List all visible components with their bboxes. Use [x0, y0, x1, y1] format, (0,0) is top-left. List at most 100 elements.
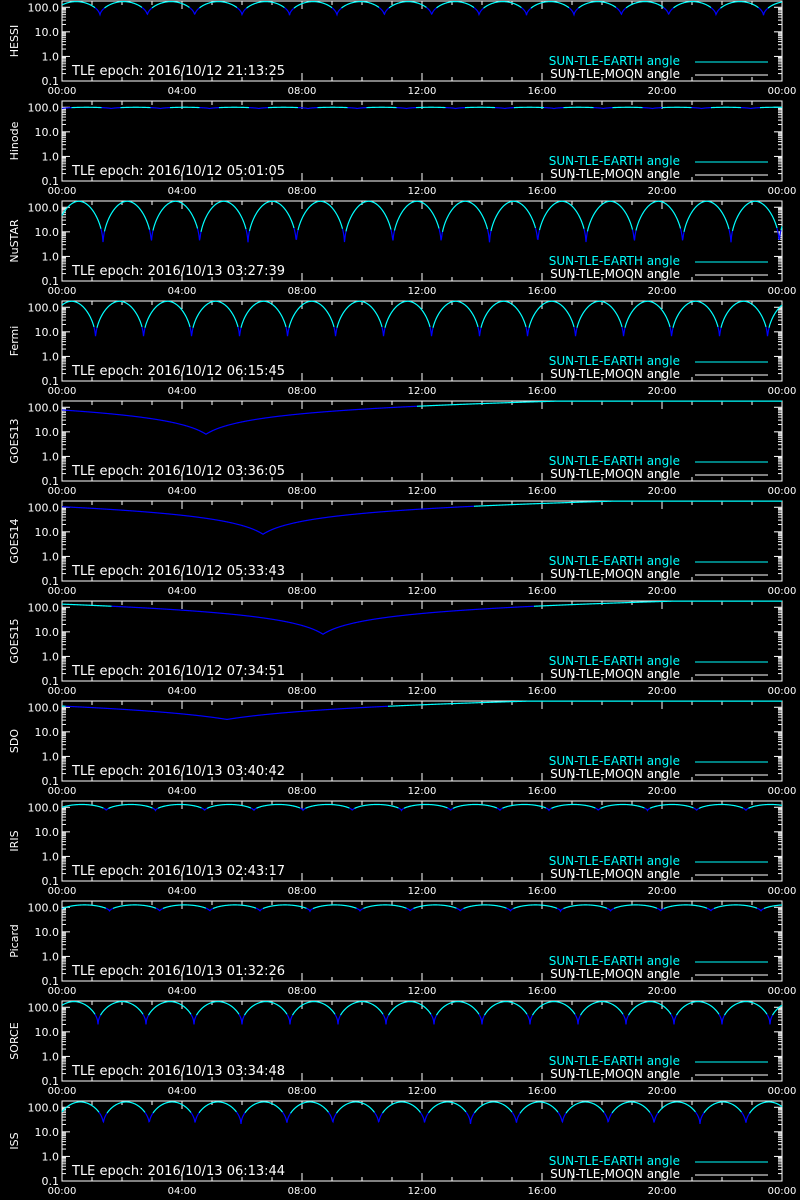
series-line-segment [341, 1, 380, 9]
series-line-segment [334, 1014, 342, 1025]
series-line-segment [396, 106, 417, 110]
y-tick-label: 10.0 [35, 326, 60, 339]
legend-label: SUN-TLE-MOON angle [550, 67, 680, 81]
x-tick-label: 08:00 [288, 1086, 317, 1097]
x-tick-label: 00:00 [48, 686, 77, 697]
y-tick-label: 0.1 [42, 875, 60, 888]
series-line-segment [474, 1101, 513, 1114]
series-line-segment [649, 803, 694, 809]
x-tick-label: 12:00 [408, 86, 437, 97]
panel-sdo: 0.1 1.0 10.0 100.0 SDO 00:00 04:00 08:00 12:00 16… [8, 700, 797, 797]
series-line-segment [61, 1, 96, 9]
series-line-segment [728, 229, 734, 243]
x-tick-label: 12:00 [408, 786, 437, 797]
series-sun-tle-earth-angle [61, 1101, 783, 1124]
y-axis-label: GOES14 [8, 518, 21, 563]
series-line-segment [703, 1101, 742, 1114]
series-line-segment [635, 200, 682, 231]
y-tick-label: 100.0 [28, 101, 60, 114]
y-tick-label: 100.0 [28, 501, 60, 514]
series-line-segment [200, 200, 247, 233]
y-tick-label: 0.1 [42, 275, 60, 288]
series-line-segment [112, 904, 157, 909]
series-line-segment [108, 803, 153, 809]
series-line-segment [480, 300, 527, 328]
series-line-segment [428, 1101, 467, 1114]
y-tick-label: 100.0 [28, 1101, 60, 1114]
x-tick-label: 20:00 [648, 586, 677, 597]
y-tick-label: 1.0 [42, 350, 60, 363]
series-sun-tle-earth-angle [61, 700, 782, 721]
x-tick-label: 12:00 [408, 686, 437, 697]
series-line-segment [525, 326, 530, 337]
x-tick-label: 08:00 [288, 486, 317, 497]
series-line-segment [339, 1001, 384, 1016]
legend-label: SUN-TLE-EARTH angle [549, 854, 680, 868]
series-line-segment [706, 907, 715, 912]
series-line-segment [236, 7, 247, 17]
y-tick-label: 10.0 [35, 426, 60, 439]
y-tick-label: 100.0 [28, 1001, 60, 1014]
x-tick-label: 00:00 [768, 786, 797, 797]
series-line-segment [195, 1001, 240, 1016]
x-tick-label: 00:00 [768, 986, 797, 997]
x-tick-label: 12:00 [408, 386, 437, 397]
series-line-segment [496, 807, 503, 812]
y-tick-label: 0.1 [42, 475, 60, 488]
series-line-segment [162, 904, 207, 909]
series-line-segment [432, 300, 479, 328]
series-line-segment [578, 1, 617, 9]
series-line-segment [776, 227, 782, 240]
series-line-segment [603, 1112, 613, 1123]
series-line-segment [240, 300, 287, 328]
x-tick-label: 08:00 [288, 886, 317, 897]
series-line-segment [606, 907, 615, 912]
x-tick-label: 00:00 [48, 586, 77, 597]
tle-epoch-label: TLE epoch: 2016/10/13 01:32:26 [71, 964, 285, 979]
series-line-segment [483, 1001, 528, 1016]
series-line-segment [765, 326, 770, 337]
series-line-segment [435, 1001, 480, 1016]
y-tick-label: 0.1 [42, 775, 60, 788]
series-line-segment [297, 106, 318, 110]
series-line-segment [642, 106, 663, 110]
x-tick-label: 08:00 [288, 186, 317, 197]
x-tick-label: 16:00 [528, 186, 557, 197]
y-axis-label: Fermi [8, 326, 21, 357]
y-tick-label: 10.0 [35, 626, 60, 639]
y-tick-label: 100.0 [28, 801, 60, 814]
series-line-segment [416, 400, 782, 407]
series-line-segment [286, 1014, 294, 1025]
series-line-segment [748, 803, 783, 809]
series-line-segment [477, 326, 482, 337]
series-line-segment [740, 106, 761, 110]
series-line-segment [426, 7, 437, 15]
series-line-segment [356, 907, 364, 912]
series-line-segment [190, 1112, 200, 1123]
panel-nustar: 0.1 1.0 10.0 100.0 NuSTAR 00:00 04:00 08:00 12:0… [8, 200, 796, 297]
series-line-segment [96, 300, 143, 328]
series-line-segment [206, 803, 252, 809]
y-axis-label: GOES13 [8, 418, 21, 463]
tle-epoch-label: TLE epoch: 2016/10/13 03:34:48 [71, 1064, 285, 1079]
y-axis-label: NuSTAR [8, 219, 21, 263]
series-line-segment [669, 326, 674, 337]
y-tick-label: 100.0 [28, 701, 60, 714]
legend-label: SUN-TLE-EARTH angle [549, 554, 680, 568]
series-line-segment [526, 1014, 534, 1025]
series-line-segment [61, 505, 475, 535]
y-tick-label: 0.1 [42, 375, 60, 388]
series-line-segment [256, 803, 301, 809]
series-line-segment [285, 326, 290, 337]
panel-goes13: 0.1 1.0 10.0 100.0 GOES13 00:00 04:00 08:00 12:0… [8, 400, 796, 497]
panel-fermi: 0.1 1.0 10.0 100.0 Fermi 00:00 04:00 08:00 12:00… [8, 300, 796, 397]
series-line-segment [675, 1001, 720, 1016]
series-line-segment [691, 106, 712, 110]
x-tick-label: 20:00 [648, 986, 677, 997]
y-tick-label: 100.0 [28, 1, 60, 14]
x-tick-label: 04:00 [168, 86, 197, 97]
x-tick-label: 08:00 [288, 1186, 317, 1197]
series-line-segment [62, 904, 107, 910]
series-line-segment [246, 1, 285, 9]
y-axis-label: Hinode [8, 121, 21, 160]
